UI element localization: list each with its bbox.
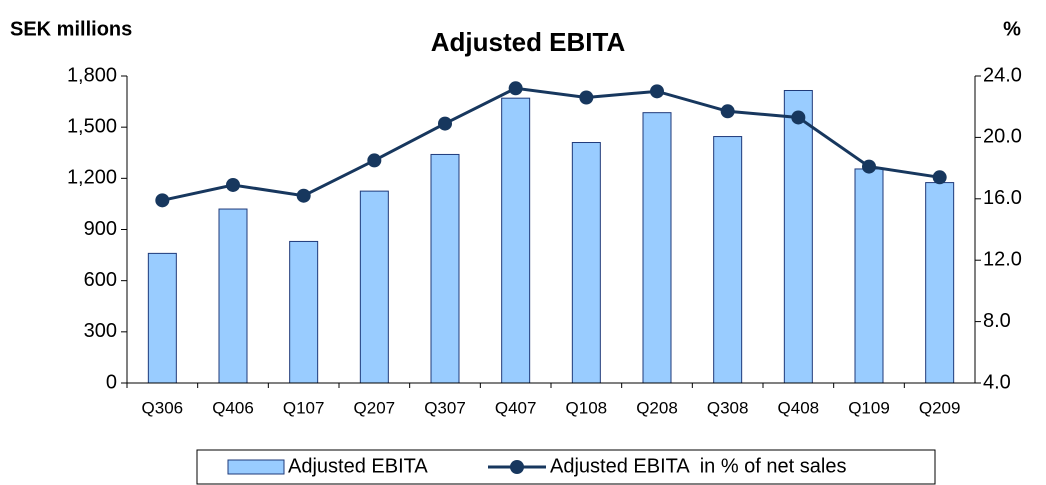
line-marker	[862, 159, 876, 174]
bar	[571, 142, 601, 384]
bar	[642, 112, 672, 384]
legend-label: Adjusted EBITA	[288, 455, 428, 477]
line	[162, 86, 940, 202]
y-axis-label: SEK millions	[10, 18, 132, 40]
y2-tick-label: 24.0	[983, 64, 1022, 86]
y-tick-label: 900	[84, 218, 117, 240]
x-tick-label: Q207	[354, 398, 396, 417]
line-marker	[791, 110, 806, 125]
x-tick-label: Q107	[283, 398, 325, 417]
legend-swatch	[227, 459, 285, 475]
y-tick-label: 0	[106, 371, 117, 393]
bar	[147, 252, 177, 384]
y2-tick-label: 20.0	[983, 126, 1022, 148]
line-marker	[650, 84, 664, 99]
legend-box	[196, 449, 936, 485]
bar	[854, 168, 884, 384]
y-tick-label: 1,800	[67, 64, 117, 86]
y2-tick-label: 12.0	[983, 248, 1022, 270]
line-marker	[438, 116, 452, 131]
line-marker	[720, 104, 735, 119]
bar	[925, 182, 955, 384]
x-tick-label: Q306	[142, 398, 184, 417]
line-marker	[508, 81, 523, 96]
x-tick-label: Q408	[778, 398, 820, 417]
y-tick-label: 600	[84, 269, 117, 291]
y2-tick-label: 4.0	[983, 371, 1011, 393]
bar	[501, 97, 531, 384]
y2-axis-label: %	[1003, 18, 1021, 40]
bar	[218, 208, 248, 384]
line-marker	[155, 193, 170, 208]
line-marker	[296, 188, 311, 203]
x-tick-label: Q406	[212, 398, 254, 417]
legend-label: Adjusted EBITA in % of net sales	[550, 455, 846, 477]
line-marker	[226, 177, 240, 192]
bar	[289, 240, 319, 384]
bar	[430, 153, 460, 384]
x-tick-label: Q308	[707, 398, 749, 417]
bar	[783, 89, 813, 384]
y-tick-label: 1,500	[67, 115, 117, 137]
y2-tick-label: 8.0	[983, 310, 1011, 332]
x-tick-label: Q209	[919, 398, 961, 417]
x-tick-label: Q307	[424, 398, 466, 417]
legend-marker	[510, 460, 524, 474]
y-tick-label: 300	[84, 320, 117, 342]
y2-tick-label: 16.0	[983, 187, 1022, 209]
bar	[359, 190, 389, 384]
y-tick-label: 1,200	[67, 167, 117, 189]
x-tick-label: Q109	[848, 398, 890, 417]
bar	[713, 136, 743, 384]
line-marker	[367, 153, 382, 168]
x-tick-label: Q108	[566, 398, 608, 417]
x-tick-label: Q407	[495, 398, 537, 417]
x-tick-label: Q208	[636, 398, 678, 417]
chart-title: Adjusted EBITA	[431, 27, 626, 57]
line-marker	[932, 170, 947, 185]
line-marker	[579, 90, 594, 105]
